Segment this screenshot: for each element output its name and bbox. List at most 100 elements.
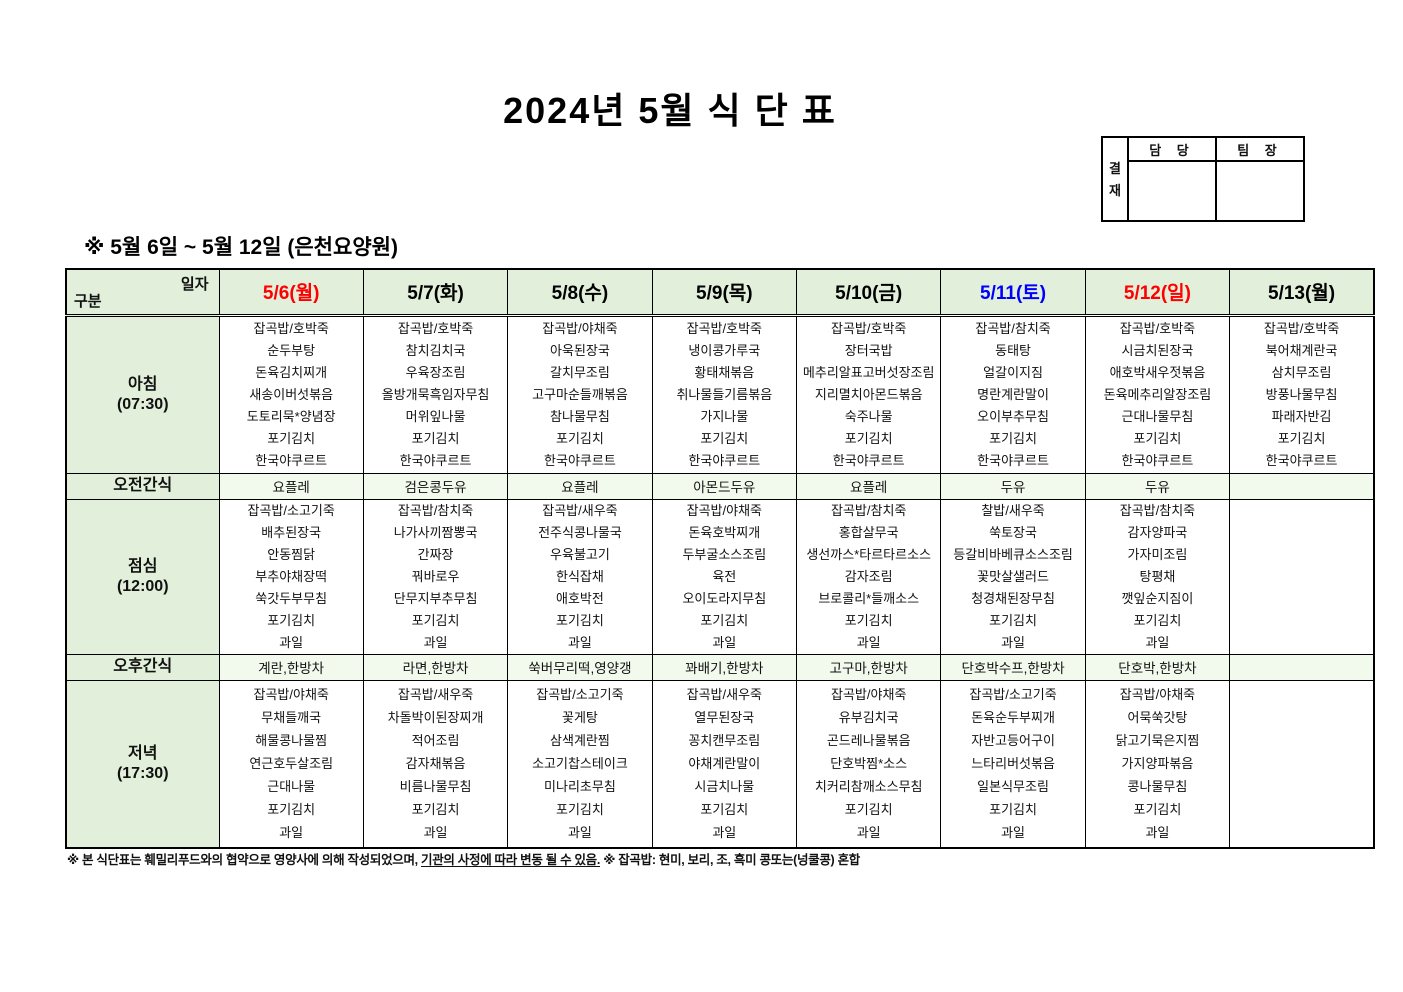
menu-item: 냉이콩가루국 [688, 342, 761, 358]
cell-pmsnack-day4: 꽈배기,한방차 [651, 653, 798, 681]
menu-item: 돈육메추리알장조림 [1103, 386, 1212, 402]
menu-item: 잡곡밥/새우죽 [542, 502, 618, 518]
menu-item: 과일 [567, 825, 592, 841]
menu-item: 갈치무조림 [550, 364, 610, 380]
menu-item: 감자채볶음 [405, 756, 466, 772]
row-label-breakfast: 아침 (07:30) [65, 314, 220, 474]
menu-item: 방풍나물무침 [1265, 386, 1338, 402]
menu-item: 비름나물무침 [399, 779, 472, 795]
menu-item: 무채들깨국 [261, 710, 322, 726]
cell-dinner-day4: 잡곡밥/새우죽 열무된장국 꽁치캔무조림 야채계란말이 시금치나물 포기김치 과일 [651, 679, 798, 849]
menu-item: 잡곡밥/야채죽 [542, 320, 618, 336]
menu-item: 포기김치 [1277, 430, 1326, 446]
menu-item: 잡곡밥/야채죽 [1119, 687, 1196, 703]
menu-item: 과일 [856, 634, 881, 650]
menu-item: 느타리버섯볶음 [971, 756, 1055, 772]
cell-lunch-day2: 잡곡밥/참치죽 나가사끼짬뽕국 간짜장 꿔바로우 단무지부추무침 포기김치 과일 [362, 498, 509, 655]
cell-amsnack-day4: 아몬드두유 [651, 472, 798, 500]
row-label-text: 오전간식 [113, 477, 173, 494]
menu-item: 과일 [423, 825, 448, 841]
menu-item: 부추야채장떡 [255, 568, 328, 584]
cell-lunch-day3: 잡곡밥/새우죽 전주식콩나물국 우육불고기 한식잡채 애호박전 포기김치 과일 [507, 498, 653, 655]
menu-item: 애호박새우젓볶음 [1109, 364, 1206, 380]
menu-item: 과일 [1001, 825, 1026, 841]
menu-item: 도토리묵*양념장 [246, 408, 336, 424]
menu-item: 포기김치 [844, 612, 893, 628]
menu-item: 포기김치 [1133, 430, 1182, 446]
menu-item: 포기김치 [1133, 802, 1182, 818]
row-label-pmsnack: 오후간식 [65, 653, 220, 681]
menu-item: 꽃게탕 [561, 710, 598, 726]
cell-pmsnack-day6: 단호박수프,한방차 [940, 653, 1086, 681]
menu-item: 한국야쿠르트 [1265, 452, 1338, 468]
menu-item: 안동찜닭 [267, 546, 316, 562]
menu-item: 단무지부추무침 [393, 590, 478, 606]
cell-breakfast-day6: 잡곡밥/참치죽 동태탕 얼갈이지짐 명란계란말이 오이부추무침 포기김치 한국야쿠르트 [940, 314, 1086, 474]
menu-item: 포기김치 [267, 802, 316, 818]
day-header-5-11: 5/11(토) [940, 268, 1086, 317]
menu-item: 잡곡밥/호박죽 [831, 320, 907, 336]
menu-item: 지리멸치아몬드볶음 [814, 386, 923, 402]
menu-item: 메추리알표고버섯장조림 [802, 364, 935, 380]
day-header-5-12: 5/12(일) [1084, 268, 1231, 317]
menu-item: 과일 [423, 634, 448, 650]
menu-item: 찰밥/새우죽 [981, 502, 1045, 518]
menu-item: 감자양파국 [1127, 524, 1188, 540]
cell-pmsnack-day3: 쑥버무리떡,영양갱 [507, 653, 653, 681]
menu-item: 잡곡밥/호박죽 [397, 320, 474, 336]
menu-item: 잡곡밥/야채죽 [253, 687, 329, 703]
row-label-lunch: 점심 (12:00) [65, 498, 220, 655]
menu-item: 감자조림 [844, 568, 893, 584]
menu-item: 열무된장국 [694, 710, 755, 726]
cell-dinner-day8 [1229, 679, 1375, 849]
menu-item: 포기김치 [700, 802, 749, 818]
menu-item: 잡곡밥/새우죽 [397, 687, 474, 703]
cell-breakfast-day3: 잡곡밥/야채죽 아욱된장국 갈치무조림 고구마순들깨볶음 참나물무침 포기김치 한국야쿠르트 [507, 314, 653, 474]
menu-item: 머위잎나물 [405, 408, 466, 424]
approval-box: 결 재 담 당 팀 장 [1101, 136, 1305, 222]
menu-item: 과일 [856, 825, 881, 841]
menu-item: 꽃맛살샐러드 [977, 568, 1049, 584]
menu-item: 아욱된장국 [550, 342, 610, 358]
row-time-text: (12:00) [116, 577, 169, 595]
menu-item: 한국야쿠르트 [255, 452, 328, 468]
cell-dinner-day6: 잡곡밥/소고기죽 돈육순두부찌개 자반고등어구이 느타리버섯볶음 일본식무조림 포기김치 과… [940, 679, 1086, 849]
menu-item: 유부김치국 [838, 710, 899, 726]
menu-item: 한국야쿠르트 [1121, 452, 1194, 468]
footer-text: ※ 본 식단표는 훼밀리푸드와의 협약으로 영양사에 의해 작성되었으며, [67, 853, 422, 867]
menu-item: 숙주나물 [844, 408, 893, 424]
menu-item: 근대나물 [267, 779, 316, 795]
approval-col-timjang: 팀 장 [1215, 136, 1305, 162]
cell-breakfast-day7: 잡곡밥/호박죽 시금치된장국 애호박새우젓볶음 돈육메추리알장조림 근대나물무침 포기김치… [1084, 314, 1231, 474]
menu-item: 포기김치 [989, 802, 1037, 818]
week-range-subtitle: ※ 5월 6일 ~ 5월 12일 (은천요양원) [84, 236, 398, 259]
cell-dinner-day1: 잡곡밥/야채죽 무채들깨국 해물콩나물찜 연근호두살조림 근대나물 포기김치 과일 [218, 679, 364, 849]
menu-item: 순두부탕 [267, 342, 316, 358]
menu-item: 포기김치 [267, 612, 316, 628]
menu-item: 잡곡밥/참치죽 [397, 502, 474, 518]
menu-item: 과일 [279, 825, 304, 841]
menu-item: 잡곡밥/호박죽 [686, 320, 762, 336]
menu-item: 미나리초무침 [544, 779, 616, 795]
cell-amsnack-day6: 두유 [940, 472, 1086, 500]
menu-item: 취나물들기름볶음 [676, 386, 773, 402]
day-header-5-7: 5/7(화) [362, 268, 509, 317]
menu-table: 일자 구분 5/6(월) 5/7(화) 5/8(수) 5/9(목) 5/10(금) 5/11(… [65, 268, 1375, 849]
menu-item: 해물콩나물찜 [255, 733, 328, 749]
menu-item: 동태탕 [995, 342, 1031, 358]
approval-sign-cell [1215, 160, 1305, 222]
day-header-5-9: 5/9(목) [651, 268, 798, 317]
menu-item: 얼갈이지짐 [983, 364, 1043, 380]
menu-item: 잡곡밥/호박죽 [1263, 320, 1340, 336]
cell-breakfast-day8: 잡곡밥/호박죽 북어채계란국 삼치무조림 방풍나물무침 파래자반김 포기김치 한국야쿠르트 [1229, 314, 1375, 474]
cell-amsnack-day8 [1229, 472, 1375, 500]
approval-sign-cell [1127, 160, 1217, 222]
cell-amsnack-day7: 두유 [1084, 472, 1231, 500]
menu-item: 잡곡밥/새우죽 [686, 687, 762, 703]
row-amsnack: 오전간식 요플레 검은콩두유 요플레 아몬드두유 요플레 두유 두유 [65, 472, 1375, 500]
menu-item: 적어조림 [411, 733, 460, 749]
menu-item: 포기김치 [411, 430, 460, 446]
menu-item: 닭고기묵은지찜 [1115, 733, 1200, 749]
menu-item: 포기김치 [700, 430, 749, 446]
